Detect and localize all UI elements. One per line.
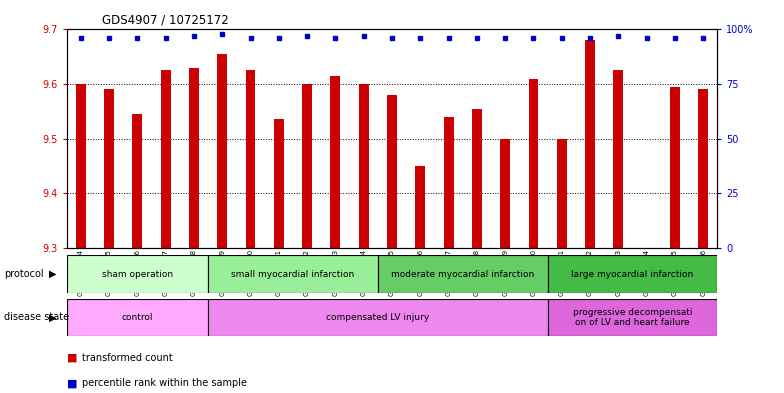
Text: sham operation: sham operation	[102, 270, 173, 279]
Bar	[67, 299, 208, 336]
Bar	[547, 255, 717, 293]
Bar	[416, 166, 425, 248]
Bar	[161, 70, 171, 248]
Text: ▶: ▶	[49, 269, 57, 279]
Bar	[547, 299, 717, 336]
Bar	[528, 79, 539, 248]
Text: disease state: disease state	[4, 312, 69, 322]
Text: large myocardial infarction: large myocardial infarction	[572, 270, 694, 279]
Text: percentile rank within the sample: percentile rank within the sample	[82, 378, 247, 388]
Text: small myocardial infarction: small myocardial infarction	[231, 270, 354, 279]
Text: transformed count: transformed count	[82, 353, 173, 363]
Text: GDS4907 / 10725172: GDS4907 / 10725172	[102, 14, 229, 27]
Text: ▶: ▶	[49, 312, 57, 322]
Bar	[378, 255, 547, 293]
Bar	[500, 138, 510, 248]
Text: ■: ■	[67, 378, 77, 388]
Bar	[189, 68, 199, 248]
Bar	[217, 54, 227, 248]
Bar	[331, 76, 340, 248]
Bar	[67, 255, 208, 293]
Text: moderate myocardial infarction: moderate myocardial infarction	[391, 270, 535, 279]
Text: protocol: protocol	[4, 269, 44, 279]
Bar	[132, 114, 143, 248]
Bar	[245, 70, 256, 248]
Text: control: control	[122, 313, 153, 322]
Bar	[76, 84, 85, 248]
Bar	[208, 299, 547, 336]
Bar	[104, 90, 114, 248]
Text: ■: ■	[67, 353, 77, 363]
Bar	[359, 84, 368, 248]
Bar	[302, 84, 312, 248]
Bar	[387, 95, 397, 248]
Text: compensated LV injury: compensated LV injury	[326, 313, 430, 322]
Text: progressive decompensati
on of LV and heart failure: progressive decompensati on of LV and he…	[573, 308, 692, 327]
Bar	[670, 87, 680, 248]
Bar	[208, 255, 378, 293]
Bar	[274, 119, 284, 248]
Bar	[613, 70, 623, 248]
Bar	[585, 40, 595, 248]
Bar	[557, 138, 567, 248]
Bar	[472, 108, 482, 248]
Bar	[444, 117, 453, 248]
Bar	[699, 90, 708, 248]
